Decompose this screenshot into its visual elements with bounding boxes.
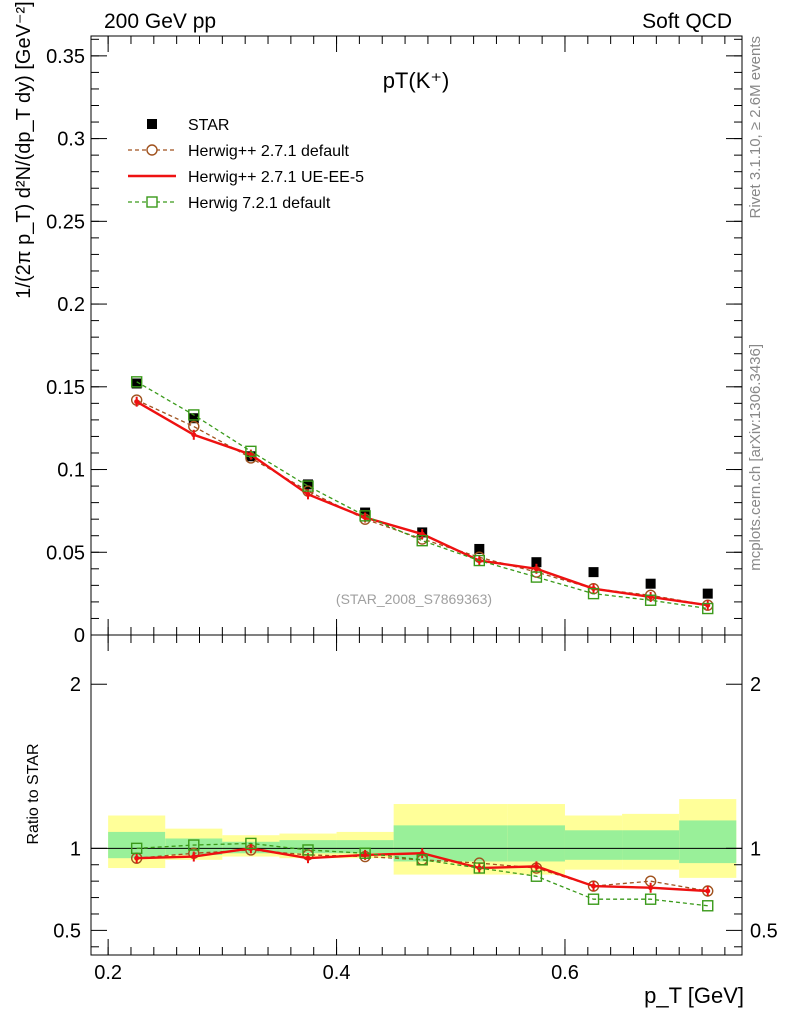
ratio-band-green-9 (679, 820, 737, 864)
y-tick-label: 0.2 (57, 294, 85, 316)
ratio-tick-label-right: 2 (750, 674, 761, 696)
main-series-3-point-10 (702, 602, 714, 615)
main-series-2-point-4 (362, 515, 368, 521)
y-tick-label: 0.15 (46, 377, 85, 399)
ratio-band-green-8 (622, 830, 680, 860)
y-tick-label: 0.35 (46, 46, 85, 68)
y-tick-label: 0.25 (46, 211, 85, 233)
legend-marker-star (147, 119, 157, 129)
main-series-3-point-3 (302, 480, 314, 492)
main-series-3-point-5 (416, 534, 428, 547)
ratio-series-3-point-9 (644, 893, 657, 905)
ratio-tick-label: 2 (70, 674, 81, 696)
ratio-series-2-point-7 (533, 863, 539, 869)
legend-label: Herwig 7.2.1 default (188, 195, 331, 212)
y-tick-label: 0 (74, 625, 85, 647)
ratio-series-3-point-1 (188, 839, 200, 851)
main-series-2-point-0 (134, 399, 140, 405)
main-series-0-point-1 (188, 413, 199, 424)
ratio-band-green-7 (564, 830, 623, 860)
main-series-2-point-1 (191, 432, 197, 438)
legend-label: Herwig++ 2.7.1 default (188, 143, 350, 160)
main-series-3-point-2 (245, 445, 257, 458)
ratio-tick-label: 1 (70, 838, 81, 860)
main-series-2-point-3 (305, 491, 311, 497)
legend-label: STAR (188, 117, 229, 134)
main-series-0-point-10 (702, 588, 713, 599)
ratio-series-3-point-5 (416, 854, 428, 866)
y-tick-label: 0.1 (57, 460, 85, 482)
ratio-series-3-point-2 (245, 837, 257, 850)
mcplots-label: mcplots.cern.ch [arXiv:1306.3436] (747, 344, 764, 571)
main-series-2-point-7 (533, 566, 539, 572)
legend-marker-1 (146, 144, 158, 156)
ratio-frame (90, 634, 743, 956)
ratio-series-3-point-6 (473, 862, 486, 874)
ratio-series-3-point-8 (587, 893, 600, 905)
header-right: Soft QCD (642, 10, 732, 33)
ratio-series-2-point-0 (134, 855, 140, 861)
svg-text:1/(2π p_T) d²N/(dp_T dy) [GeV⁻: 1/(2π p_T) d²N/(dp_T dy) [GeV⁻²] (13, 1, 35, 298)
ratio-band-green-5 (393, 825, 508, 862)
ratio-series-3-point-7 (530, 870, 543, 882)
main-series-3-point-6 (473, 554, 486, 567)
ratio-series-3-point-3 (302, 844, 314, 856)
ratio-series-2-point-9 (648, 885, 654, 891)
y-axis-label: 1/(2π p_T) d²N/(dp_T dy) [GeV⁻²] (13, 1, 35, 298)
header-left: 200 GeV pp (104, 10, 216, 33)
ratio-band-green-6 (507, 825, 565, 862)
ratio-band-green-4 (336, 840, 394, 854)
main-series-3-line (136, 381, 708, 610)
main-series-0-point-8 (588, 567, 599, 578)
legend-marker-3 (146, 196, 158, 208)
ratio-series-3-point-10 (702, 900, 714, 912)
chart-title: pT(K⁺) (383, 68, 450, 93)
main-series-0-point-0 (131, 378, 142, 389)
main-series-3-point-4 (359, 510, 371, 522)
ratio-tick-label: 0.5 (53, 920, 81, 942)
main-series-3-point-8 (587, 587, 600, 600)
main-series-3-point-9 (644, 594, 657, 606)
ratio-series-2-point-8 (591, 883, 597, 889)
x-tick-label: 0.6 (551, 962, 579, 984)
ratio-series-3-point-0 (130, 842, 143, 855)
main-series-0-point-3 (303, 479, 313, 490)
ratio-series-2-point-1 (191, 854, 197, 860)
ratio-tick-label-right: 1 (750, 838, 761, 860)
x-axis-label: p_T [GeV] (644, 983, 744, 1008)
main-series-0-point-9 (645, 578, 656, 589)
main-series-3-point-1 (188, 409, 200, 421)
main-series-0-point-7 (531, 557, 542, 568)
ratio-series-2-point-3 (305, 855, 311, 861)
ratio-series-3-point-4 (359, 847, 371, 859)
main-series-1-line (136, 399, 708, 606)
main-series-0-point-6 (474, 543, 485, 554)
ratio-series-2-point-10 (705, 888, 711, 894)
rivet-label: Rivet 3.1.10, ≥ 2.6M events (747, 36, 764, 219)
legend: STAR Herwig++ 2.7.1 default Herwig++ 2.7.1… (128, 117, 364, 212)
ratio-series-1-line (136, 849, 708, 892)
ratio-band-green-1 (165, 838, 223, 855)
analysis-watermark: (STAR_2008_S7869363) (336, 591, 492, 607)
x-tick-label: 0.2 (94, 962, 122, 984)
y-tick-label: 0.05 (46, 542, 85, 564)
ratio-band-green-3 (279, 840, 337, 854)
main-series-2-line (136, 400, 708, 607)
x-tick-label: 0.4 (323, 962, 351, 984)
y-tick-label: 0.3 (57, 129, 85, 151)
legend-label: Herwig++ 2.7.1 UE-EE-5 (188, 169, 364, 186)
main-series-3-point-7 (530, 571, 543, 583)
ratio-tick-label-right: 0.5 (750, 920, 778, 942)
ratio-axis-label: Ratio to STAR (25, 743, 42, 844)
main-series-3-point-0 (130, 376, 143, 388)
